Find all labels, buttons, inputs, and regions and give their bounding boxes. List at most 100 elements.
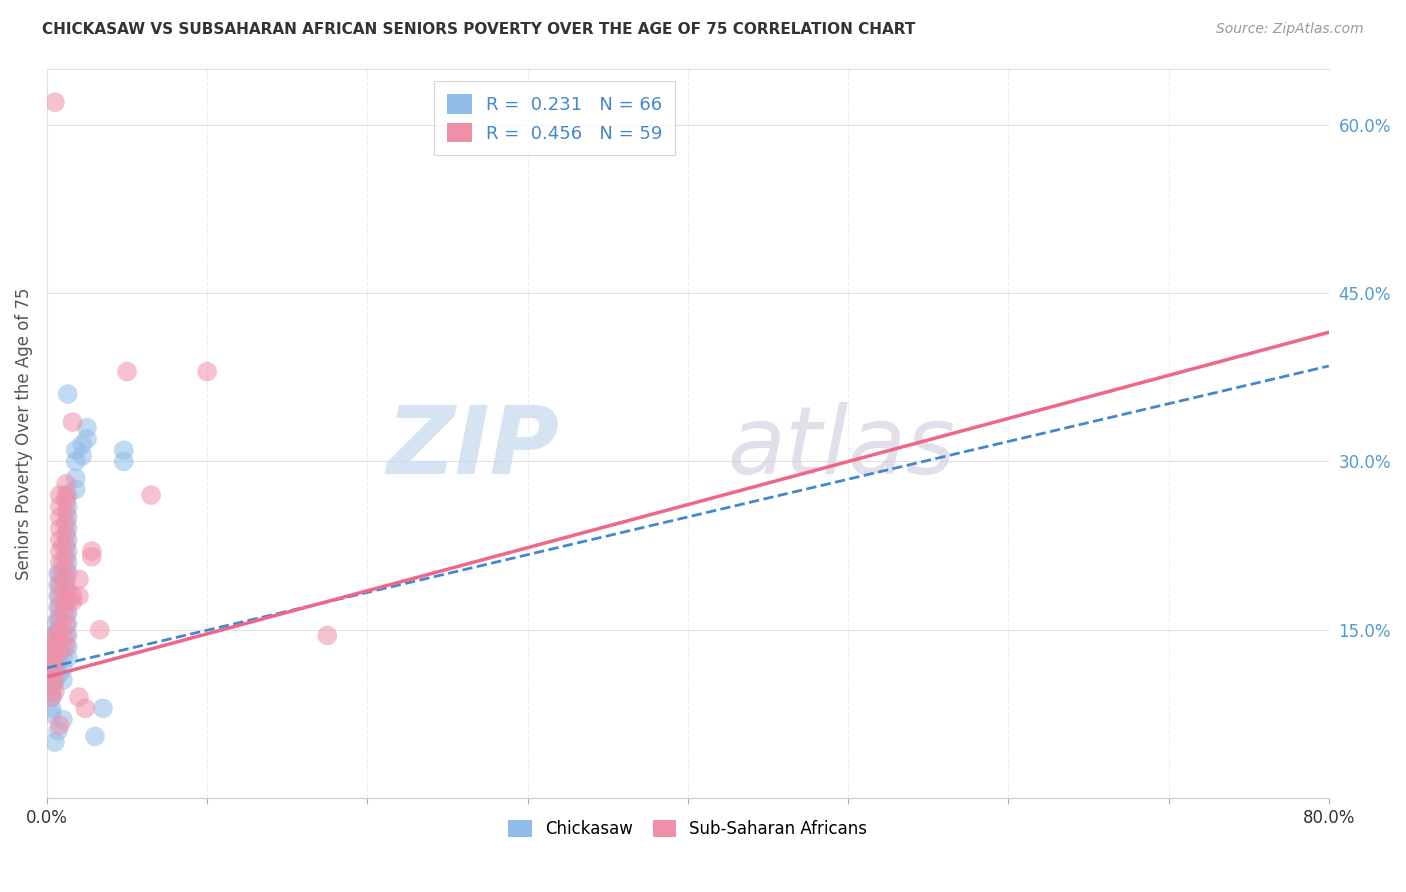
Point bbox=[76, 421, 98, 435]
Point bbox=[65, 483, 87, 497]
Point bbox=[55, 572, 77, 586]
Point bbox=[48, 522, 70, 536]
Point bbox=[52, 628, 75, 642]
Point bbox=[70, 437, 93, 451]
Point bbox=[55, 476, 77, 491]
Point bbox=[41, 701, 63, 715]
Point bbox=[195, 365, 218, 379]
Point bbox=[41, 645, 63, 659]
Point bbox=[55, 493, 77, 508]
Point bbox=[56, 628, 79, 642]
Point bbox=[48, 544, 70, 558]
Point bbox=[56, 488, 79, 502]
Point bbox=[41, 634, 63, 648]
Point bbox=[46, 600, 69, 615]
Point bbox=[52, 640, 75, 654]
Point bbox=[56, 533, 79, 547]
Point bbox=[52, 595, 75, 609]
Point bbox=[41, 690, 63, 705]
Point bbox=[41, 645, 63, 659]
Point bbox=[44, 684, 66, 698]
Point bbox=[46, 645, 69, 659]
Point bbox=[44, 735, 66, 749]
Point bbox=[76, 432, 98, 446]
Point bbox=[62, 595, 84, 609]
Text: Source: ZipAtlas.com: Source: ZipAtlas.com bbox=[1216, 22, 1364, 37]
Point bbox=[44, 640, 66, 654]
Point bbox=[46, 657, 69, 671]
Point bbox=[56, 387, 79, 401]
Legend: Chickasaw, Sub-Saharan Africans: Chickasaw, Sub-Saharan Africans bbox=[502, 813, 875, 845]
Point bbox=[55, 539, 77, 553]
Point bbox=[52, 566, 75, 581]
Point bbox=[52, 606, 75, 620]
Point bbox=[48, 611, 70, 625]
Point bbox=[56, 640, 79, 654]
Text: atlas: atlas bbox=[727, 402, 956, 493]
Point bbox=[52, 673, 75, 688]
Point bbox=[48, 600, 70, 615]
Point bbox=[44, 650, 66, 665]
Point bbox=[115, 365, 138, 379]
Point bbox=[112, 454, 135, 468]
Point bbox=[44, 673, 66, 688]
Point bbox=[48, 500, 70, 514]
Point bbox=[80, 544, 103, 558]
Point bbox=[55, 516, 77, 530]
Point bbox=[44, 628, 66, 642]
Point bbox=[46, 578, 69, 592]
Point bbox=[46, 611, 69, 625]
Point bbox=[56, 510, 79, 524]
Point bbox=[56, 606, 79, 620]
Point bbox=[48, 623, 70, 637]
Point bbox=[139, 488, 162, 502]
Point bbox=[89, 623, 111, 637]
Point bbox=[48, 510, 70, 524]
Point bbox=[55, 640, 77, 654]
Point bbox=[56, 650, 79, 665]
Point bbox=[56, 500, 79, 514]
Point bbox=[84, 730, 107, 744]
Point bbox=[65, 443, 87, 458]
Point bbox=[48, 645, 70, 659]
Point bbox=[55, 628, 77, 642]
Point bbox=[55, 583, 77, 598]
Point bbox=[44, 617, 66, 632]
Y-axis label: Seniors Poverty Over the Age of 75: Seniors Poverty Over the Age of 75 bbox=[15, 287, 32, 580]
Point bbox=[65, 471, 87, 485]
Point bbox=[46, 723, 69, 738]
Point bbox=[80, 549, 103, 564]
Point bbox=[46, 667, 69, 681]
Point bbox=[55, 549, 77, 564]
Point bbox=[44, 640, 66, 654]
Point bbox=[56, 583, 79, 598]
Point bbox=[55, 505, 77, 519]
Point bbox=[48, 556, 70, 570]
Point bbox=[44, 662, 66, 676]
Point bbox=[41, 657, 63, 671]
Point bbox=[41, 690, 63, 705]
Point bbox=[56, 522, 79, 536]
Point bbox=[41, 673, 63, 688]
Point bbox=[52, 650, 75, 665]
Point bbox=[46, 589, 69, 603]
Point bbox=[56, 566, 79, 581]
Point bbox=[41, 684, 63, 698]
Point bbox=[56, 556, 79, 570]
Point bbox=[55, 488, 77, 502]
Point bbox=[48, 578, 70, 592]
Text: ZIP: ZIP bbox=[387, 402, 560, 494]
Point bbox=[56, 544, 79, 558]
Point bbox=[41, 679, 63, 693]
Point bbox=[91, 701, 114, 715]
Point bbox=[41, 667, 63, 681]
Point bbox=[55, 606, 77, 620]
Point bbox=[55, 561, 77, 575]
Point bbox=[75, 701, 97, 715]
Point bbox=[41, 706, 63, 721]
Point bbox=[44, 662, 66, 676]
Point bbox=[44, 95, 66, 110]
Point bbox=[46, 566, 69, 581]
Point bbox=[48, 566, 70, 581]
Point bbox=[316, 628, 339, 642]
